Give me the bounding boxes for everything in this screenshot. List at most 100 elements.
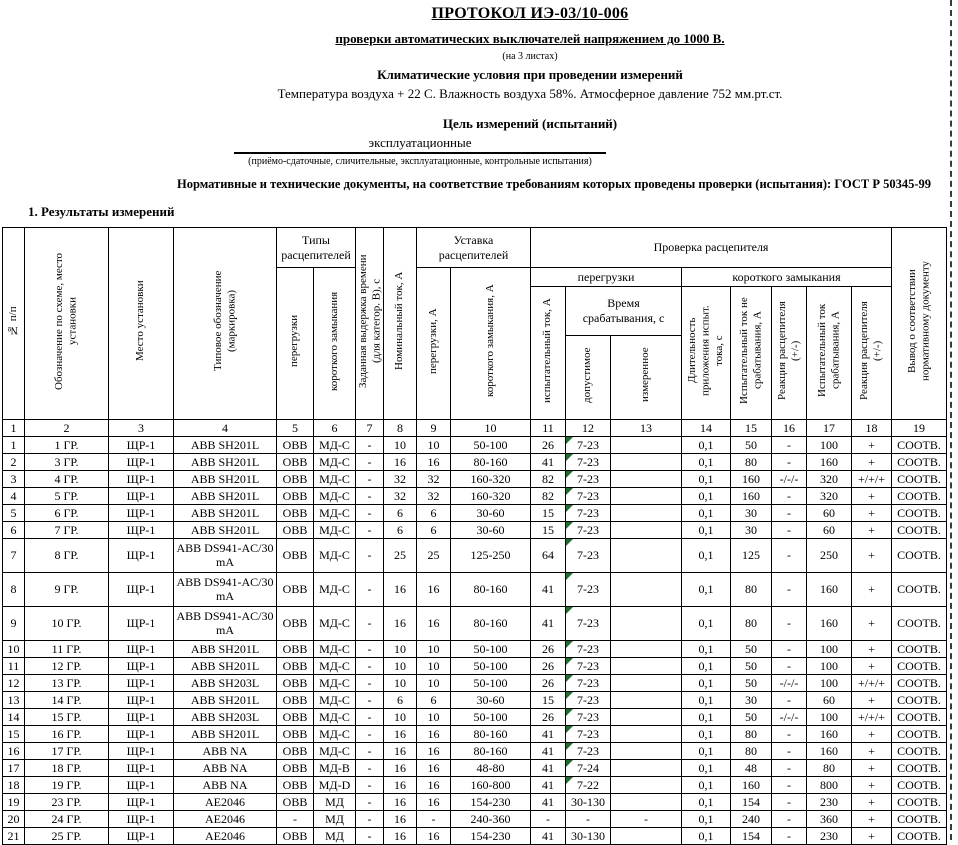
table-cell: 0,1 — [681, 759, 731, 777]
table-cell: 16 — [416, 725, 451, 743]
column-number: 4 — [173, 419, 277, 437]
table-cell: 5 — [2, 504, 25, 522]
col-header-duration: Длительность приложения испыт. тока, с — [681, 286, 731, 420]
table-cell: 800 — [806, 776, 852, 794]
table-cell: СООТВ. — [891, 657, 948, 675]
table-cell: 15 — [530, 504, 566, 522]
table-cell: 7-22 — [565, 776, 611, 794]
table-cell: МД-С — [313, 640, 356, 658]
table-cell: -/-/- — [771, 708, 807, 726]
table-cell: 160-320 — [450, 470, 531, 488]
table-cell: ЩР-1 — [108, 487, 174, 505]
table-cell: 7-23 — [565, 521, 611, 539]
table-cell: ЩР-1 — [108, 470, 174, 488]
table-cell: 17 ГР. — [24, 742, 109, 760]
table-cell: 10 — [383, 436, 417, 454]
col-header-reaction-trip: Реакция расцепителя (+/-) — [850, 286, 893, 420]
table-cell: 250 — [806, 538, 852, 573]
table-cell: 10 — [416, 436, 451, 454]
table-row: 12 13 ГР. ЩР-1 ABB SH203L ОВВ МД-С -10 10 50-100… — [2, 674, 948, 692]
table-cell: 41 — [530, 742, 566, 760]
header-row-groups: № п/п Обозначение по схеме, место устано… — [2, 227, 948, 420]
table-cell: + — [850, 521, 893, 539]
table-row: 14 15 ГР. ЩР-1 ABB SH203L ОВВ МД-С -10 10 50-100… — [2, 708, 948, 726]
table-cell: 30 — [730, 691, 772, 709]
table-cell — [610, 827, 682, 845]
table-row: 11 12 ГР. ЩР-1 ABB SH201L ОВВ МД-С -10 10 50-100… — [2, 657, 948, 675]
table-cell: - — [771, 640, 807, 658]
table-cell: 0,1 — [681, 674, 731, 692]
table-cell: 30-60 — [450, 504, 531, 522]
table-cell: 154-230 — [450, 793, 531, 811]
table-cell: 14 ГР. — [24, 691, 109, 709]
table-cell: ABB DS941-AC/30 mA — [173, 606, 277, 641]
table-cell: СООТВ. — [891, 521, 948, 539]
table-cell: 30-130 — [565, 793, 611, 811]
table-cell: 7-24 — [565, 759, 611, 777]
table-cell: 360 — [806, 810, 852, 828]
table-cell: 0,1 — [681, 504, 731, 522]
table-cell: 16 — [416, 827, 451, 845]
table-cell: 6 — [416, 691, 451, 709]
document-header: ПРОТОКОЛ ИЭ-03/10-006 проверки автоматич… — [0, 0, 958, 132]
table-cell: 7-23 — [565, 657, 611, 675]
table-cell: 21 — [2, 827, 25, 845]
table-cell: МД-С — [313, 453, 356, 471]
table-cell: 320 — [806, 487, 852, 505]
table-cell: 0,1 — [681, 470, 731, 488]
table-cell: ЩР-1 — [108, 606, 174, 641]
table-cell: 154 — [730, 827, 772, 845]
table-cell: 0,1 — [681, 487, 731, 505]
table-cell: 25 — [383, 538, 417, 573]
table-cell: - — [355, 504, 384, 522]
table-cell: МД-С — [313, 606, 356, 641]
table-cell: - — [276, 810, 314, 828]
table-cell — [610, 674, 682, 692]
col-header-setting-short-circuit: короткого замыкания, А — [450, 267, 531, 420]
table-row: 9 10 ГР. ЩР-1 ABB DS941-AC/30 mA ОВВ МД-С -16 1… — [2, 606, 948, 641]
table-cell — [610, 759, 682, 777]
table-cell: МД — [313, 810, 356, 828]
col-header-setting-overload: перегрузки, А — [416, 267, 451, 420]
table-cell: 0,1 — [681, 657, 731, 675]
table-cell: ОВВ — [276, 742, 314, 760]
table-cell: + — [850, 504, 893, 522]
table-cell: - — [771, 759, 807, 777]
table-cell: ЩР-1 — [108, 708, 174, 726]
table-cell: 15 — [2, 725, 25, 743]
table-cell: 16 ГР. — [24, 725, 109, 743]
table-cell: 15 — [530, 691, 566, 709]
table-cell: + — [850, 827, 893, 845]
table-cell: ЩР-1 — [108, 674, 174, 692]
table-cell: ABB SH201L — [173, 725, 277, 743]
col-header-reaction-no-trip: Реакция расцепителя (+/-) — [771, 286, 807, 420]
table-cell: МД-D — [313, 776, 356, 794]
col-header-time-delay: Заданная выдержка времени (для категор. … — [355, 227, 384, 420]
table-cell: ABB SH201L — [173, 453, 277, 471]
table-cell: 16 — [383, 572, 417, 607]
table-cell: 16 — [383, 776, 417, 794]
table-cell: 125 — [730, 538, 772, 573]
table-cell: МД-В — [313, 759, 356, 777]
table-cell — [610, 487, 682, 505]
table-cell: 1 — [2, 436, 25, 454]
table-cell: - — [355, 759, 384, 777]
table-cell: + — [850, 793, 893, 811]
table-cell: 0,1 — [681, 776, 731, 794]
table-cell: 6 — [416, 504, 451, 522]
table-cell: 16 — [383, 725, 417, 743]
table-cell: -/-/- — [771, 674, 807, 692]
table-cell: 160 — [730, 470, 772, 488]
col-header-trip-short-circuit: короткого замыкания — [313, 267, 356, 420]
column-number: 10 — [450, 419, 531, 437]
table-cell: 30-60 — [450, 521, 531, 539]
column-number: 2 — [24, 419, 109, 437]
table-cell: 19 — [2, 793, 25, 811]
table-cell: 50-100 — [450, 708, 531, 726]
table-cell: ЩР-1 — [108, 691, 174, 709]
table-cell — [610, 725, 682, 743]
table-row: 16 17 ГР. ЩР-1 ABB NA ОВВ МД-С -16 16 80-160 41 7-… — [2, 742, 948, 760]
table-cell: + — [850, 572, 893, 607]
